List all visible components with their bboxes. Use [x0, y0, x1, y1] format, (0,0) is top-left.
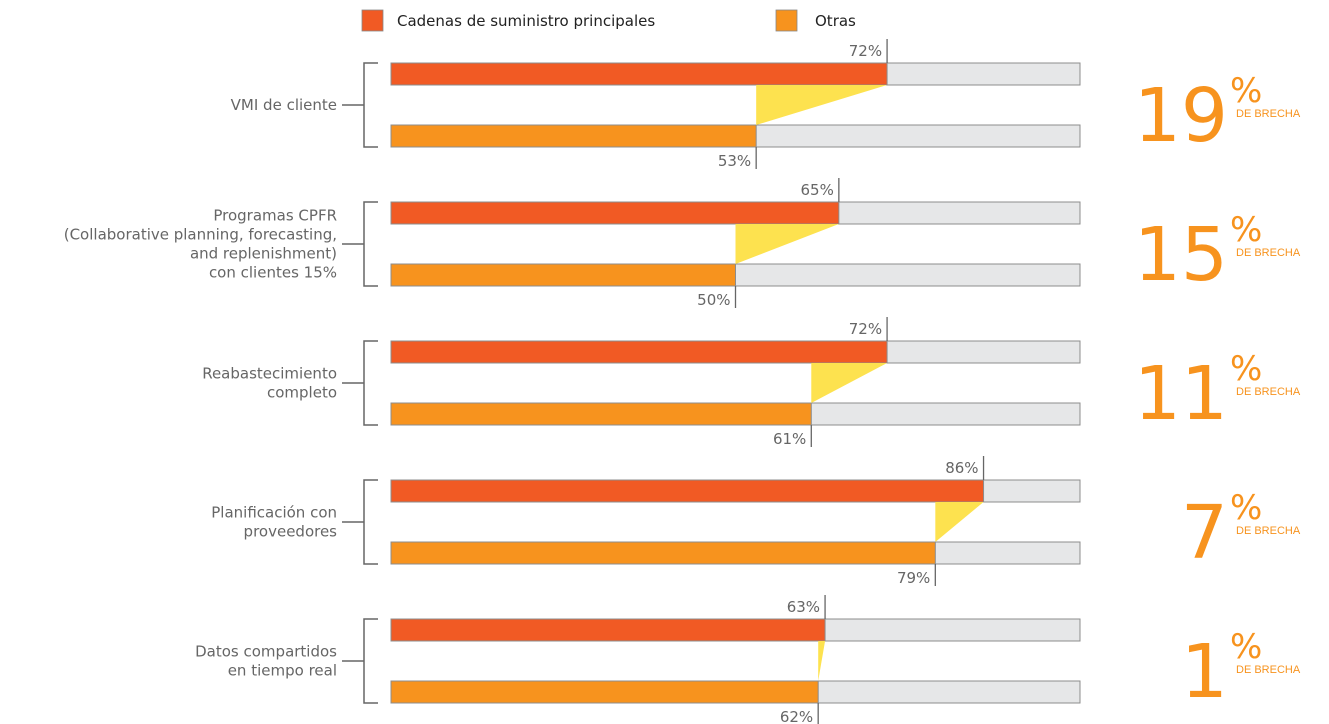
gap-label: DE BRECHA: [1236, 108, 1301, 120]
gap-label: DE BRECHA: [1236, 525, 1301, 537]
gap-wedge: [818, 641, 826, 681]
category-label: Programas CPFR (Collaborative planning, f…: [64, 207, 337, 282]
value-label-primary: 65%: [801, 181, 834, 199]
category-label: VMI de cliente: [231, 96, 337, 114]
bar-primary: [390, 62, 888, 86]
group-bracket: [363, 618, 378, 704]
legend-swatch: [775, 9, 798, 32]
category-label-line: VMI de cliente: [231, 96, 337, 114]
category-group: 63%62%Datos compartidos en tiempo real 1 %D…: [195, 595, 1301, 724]
category-label-line: en tiempo real: [228, 662, 337, 680]
gap-wedge: [935, 502, 984, 542]
value-label-other: 61%: [773, 430, 806, 448]
value-label-other: 79%: [897, 569, 930, 587]
category-label: Planificación con proveedores: [211, 504, 337, 541]
legend-swatch: [361, 9, 384, 32]
category-group: 72% 53% VMI de cliente 19 %DE BRECHA: [231, 39, 1301, 170]
gap-percent-sign: %: [1230, 349, 1262, 389]
category-group: 72% 61% Reabastecimiento completo 11 %DE BREC…: [202, 317, 1301, 448]
gap-label: DE BRECHA: [1236, 664, 1301, 676]
gap-wedge: [756, 85, 888, 125]
category-label-line: and replenishment): [190, 245, 337, 263]
bar-primary: [390, 618, 826, 642]
value-label-other: 53%: [718, 152, 751, 170]
legend-label: Otras: [815, 12, 856, 30]
gap-label: DE BRECHA: [1236, 386, 1301, 398]
category-label-line: completo: [267, 384, 337, 402]
value-label-primary: 86%: [945, 459, 978, 477]
category-label-line: Datos compartidos: [195, 643, 337, 661]
bar-primary: [390, 201, 840, 225]
category-label-line: Reabastecimiento: [202, 365, 337, 383]
bar-other: [390, 124, 757, 148]
gap-wedge: [811, 363, 888, 403]
group-bracket: [363, 62, 378, 148]
value-label-primary: 72%: [849, 42, 882, 60]
category-groups: 72%53%VMI de cliente 19 %DE BRECHA65%50%Pr…: [64, 39, 1301, 724]
gap-value: 11: [1134, 351, 1228, 437]
gap-value: 1: [1181, 629, 1228, 715]
category-label-line: (Collaborative planning, forecasting,: [64, 226, 337, 244]
gap-percent-sign: %: [1230, 71, 1262, 111]
gap-percent-sign: %: [1230, 627, 1262, 667]
category-label: Reabastecimiento completo: [202, 365, 337, 402]
category-label-line: Programas CPFR: [213, 207, 337, 225]
bar-primary: [390, 340, 888, 364]
bar-other: [390, 402, 812, 426]
category-group: 86% 79% Planificación con proveedores 7 %DE B…: [211, 456, 1301, 587]
group-bracket: [363, 479, 378, 565]
category-label-line: con clientes 15%: [209, 264, 337, 282]
bar-other: [390, 541, 936, 565]
value-label-primary: 72%: [849, 320, 882, 338]
group-bracket: [363, 201, 378, 287]
value-label-primary: 63%: [787, 598, 820, 616]
gap-value: 19: [1134, 73, 1228, 159]
category-label-line: Planificación con: [211, 504, 337, 522]
category-label-line: proveedores: [244, 523, 338, 541]
group-bracket: [363, 340, 378, 426]
gap-value: 7: [1181, 490, 1228, 576]
bar-other: [390, 263, 736, 287]
gap-percent-sign: %: [1230, 210, 1262, 250]
legend-label: Cadenas de suministro principales: [397, 12, 655, 30]
gap-percent-sign: %: [1230, 488, 1262, 528]
category-label: Datos compartidos en tiempo real: [195, 643, 337, 680]
legend: Cadenas de suministro principales Otras: [361, 9, 856, 32]
bar-primary: [390, 479, 985, 503]
bar-other: [390, 680, 819, 704]
category-group: 65% 50% Programas CPFR (Collaborative plann…: [64, 178, 1301, 309]
gap-value: 15: [1134, 212, 1228, 298]
value-label-other: 62%: [780, 708, 813, 724]
gap-label: DE BRECHA: [1236, 247, 1301, 259]
gap-wedge: [735, 224, 839, 264]
value-label-other: 50%: [697, 291, 730, 309]
